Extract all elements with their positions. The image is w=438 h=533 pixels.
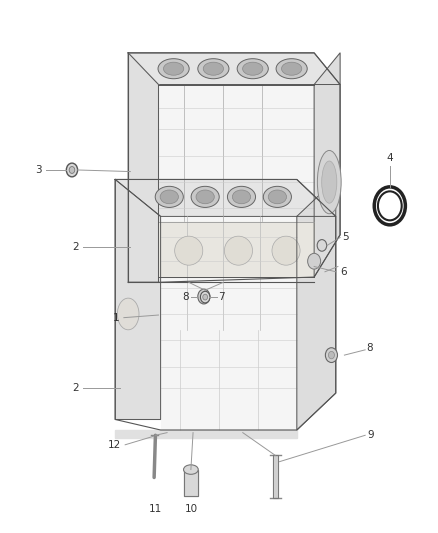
Polygon shape: [159, 222, 314, 277]
Ellipse shape: [201, 292, 210, 303]
Polygon shape: [314, 53, 340, 277]
Text: 9: 9: [367, 430, 374, 440]
Polygon shape: [128, 53, 159, 282]
Ellipse shape: [196, 190, 214, 204]
Ellipse shape: [378, 191, 402, 220]
Text: 8: 8: [366, 343, 373, 353]
Ellipse shape: [175, 236, 203, 265]
Polygon shape: [128, 53, 340, 85]
Text: 4: 4: [386, 154, 393, 164]
Ellipse shape: [307, 253, 321, 269]
Text: 5: 5: [342, 232, 349, 243]
Ellipse shape: [263, 187, 291, 207]
Ellipse shape: [203, 294, 208, 300]
Text: 8: 8: [182, 292, 189, 302]
Ellipse shape: [282, 62, 302, 75]
Ellipse shape: [268, 190, 286, 204]
Ellipse shape: [201, 293, 207, 300]
Ellipse shape: [227, 187, 255, 207]
Ellipse shape: [66, 163, 78, 177]
Ellipse shape: [328, 351, 335, 359]
Ellipse shape: [117, 298, 139, 330]
Ellipse shape: [276, 59, 307, 79]
Ellipse shape: [160, 190, 178, 204]
Ellipse shape: [198, 289, 210, 304]
Polygon shape: [184, 470, 198, 496]
Ellipse shape: [158, 59, 189, 79]
Ellipse shape: [198, 59, 229, 79]
Ellipse shape: [69, 166, 75, 173]
Ellipse shape: [237, 59, 268, 79]
Polygon shape: [272, 455, 278, 497]
Ellipse shape: [318, 150, 341, 214]
Polygon shape: [159, 85, 314, 277]
Text: 1: 1: [113, 313, 120, 322]
Polygon shape: [115, 180, 336, 216]
Ellipse shape: [184, 465, 198, 474]
Ellipse shape: [325, 348, 338, 362]
Text: 6: 6: [340, 267, 347, 277]
Ellipse shape: [321, 161, 337, 203]
Text: 3: 3: [35, 165, 42, 175]
Ellipse shape: [317, 240, 327, 251]
Text: 11: 11: [149, 504, 162, 514]
Text: 2: 2: [72, 242, 78, 252]
Text: 2: 2: [72, 383, 78, 393]
Text: 12: 12: [108, 440, 121, 450]
Ellipse shape: [191, 187, 219, 207]
Ellipse shape: [243, 62, 263, 75]
Polygon shape: [161, 216, 297, 430]
Ellipse shape: [272, 236, 300, 265]
Text: 10: 10: [184, 504, 198, 514]
Polygon shape: [297, 180, 336, 430]
Ellipse shape: [163, 62, 184, 75]
Ellipse shape: [232, 190, 251, 204]
Polygon shape: [115, 430, 297, 438]
Ellipse shape: [203, 62, 223, 75]
Polygon shape: [128, 53, 159, 282]
Polygon shape: [115, 180, 161, 419]
Ellipse shape: [155, 187, 184, 207]
Ellipse shape: [224, 236, 253, 265]
Text: 7: 7: [218, 292, 225, 302]
